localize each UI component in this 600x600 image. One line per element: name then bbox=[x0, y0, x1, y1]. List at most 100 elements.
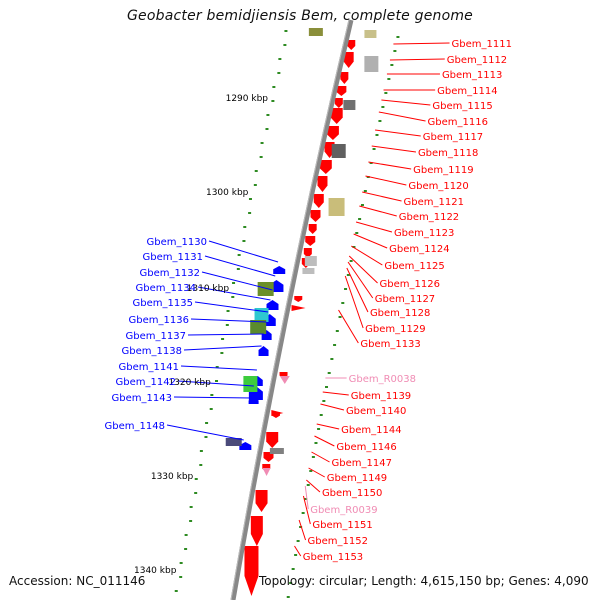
gene-label-left[interactable]: Gbem_1132 bbox=[140, 268, 200, 279]
gene-label-right[interactable]: Gbem_1113 bbox=[442, 70, 502, 81]
tick-dot bbox=[210, 394, 214, 396]
gene-label-right[interactable]: Gbem_1127 bbox=[375, 294, 435, 305]
gene-label-right[interactable]: Gbem_1151 bbox=[312, 520, 372, 531]
tick-dot bbox=[215, 380, 219, 382]
gene-label-right[interactable]: Gbem_1149 bbox=[327, 473, 387, 484]
label-leader-line bbox=[194, 301, 269, 313]
gene-label-left[interactable]: Gbem_1138 bbox=[122, 346, 182, 357]
tick-dot bbox=[306, 484, 310, 486]
feature-box bbox=[269, 448, 284, 454]
label-leader-line bbox=[197, 286, 271, 301]
tick-dot bbox=[309, 470, 313, 472]
tick-dot bbox=[284, 30, 288, 32]
gene-label-right[interactable]: Gbem_1146 bbox=[336, 442, 396, 453]
gene-label-left[interactable]: Gbem_1141 bbox=[119, 362, 179, 373]
feature-box bbox=[257, 282, 274, 296]
gene-label-left[interactable]: Gbem_1137 bbox=[126, 331, 186, 342]
tick-dot bbox=[248, 212, 252, 214]
gene-label-right[interactable]: Gbem_1121 bbox=[404, 197, 464, 208]
gene-label-left[interactable]: Gbem_1142 bbox=[116, 377, 176, 388]
gene-label-right[interactable]: Gbem_1114 bbox=[437, 86, 497, 97]
tick-dot bbox=[291, 568, 295, 570]
accession-text: Accession: NC_011146 bbox=[9, 574, 146, 588]
gene-label-right[interactable]: Gbem_1119 bbox=[413, 165, 473, 176]
gene-label-right[interactable]: Gbem_1126 bbox=[380, 279, 440, 290]
gene-label-right[interactable]: Gbem_1152 bbox=[308, 536, 368, 547]
reverse-gene-arrow bbox=[308, 224, 317, 234]
tick-dot bbox=[349, 260, 353, 262]
tick-dot bbox=[346, 274, 350, 276]
gene-label-left[interactable]: Gbem_1148 bbox=[105, 421, 165, 432]
reverse-gene-arrow bbox=[250, 516, 263, 546]
map-title: Geobacter bemidjiensis Bem, complete gen… bbox=[127, 8, 473, 24]
scale-labels: 1290 kbp 1300 kbp 1310 kbp 1320 kbp 1330 kbp… bbox=[134, 94, 268, 576]
rna-label-right[interactable]: Gbem_R0038 bbox=[349, 374, 416, 385]
gene-label-right[interactable]: Gbem_1112 bbox=[447, 55, 507, 66]
gene-label-left[interactable]: Gbem_1136 bbox=[129, 315, 189, 326]
gene-label-left[interactable]: Gbem_1135 bbox=[133, 298, 193, 309]
tick-dot bbox=[278, 58, 282, 60]
label-leader-line bbox=[347, 261, 374, 299]
label-leader-line bbox=[344, 275, 364, 329]
tick-dot bbox=[226, 310, 230, 312]
tick-dot bbox=[254, 170, 258, 172]
label-leader-line bbox=[348, 255, 378, 284]
tick-dot bbox=[242, 240, 246, 242]
label-leader-line bbox=[304, 485, 309, 510]
forward-gene-arrow bbox=[248, 398, 259, 404]
label-leaders bbox=[166, 42, 450, 557]
forward-gene-arrow bbox=[273, 266, 286, 274]
gene-label-left[interactable]: Gbem_1134 bbox=[136, 283, 196, 294]
reverse-gene-arrow bbox=[336, 86, 347, 96]
gene-label-right[interactable]: Gbem_1129 bbox=[365, 324, 425, 335]
label-leader-line bbox=[298, 519, 307, 541]
gene-label-right[interactable]: Gbem_1139 bbox=[351, 391, 411, 402]
gene-label-right[interactable]: Gbem_1116 bbox=[428, 117, 488, 128]
tick-dot bbox=[299, 526, 303, 528]
tick-dot bbox=[204, 436, 208, 438]
gene-label-right[interactable]: Gbem_1120 bbox=[408, 181, 468, 192]
tick-dot bbox=[384, 92, 388, 94]
label-leader-line bbox=[350, 245, 383, 266]
gene-label-right[interactable]: Gbem_1111 bbox=[452, 39, 512, 50]
rna-label-right[interactable]: Gbem_R0039 bbox=[310, 505, 377, 516]
gene-label-right[interactable]: Gbem_1147 bbox=[332, 458, 392, 469]
label-leader-line bbox=[201, 271, 273, 291]
tick-dot bbox=[325, 386, 329, 388]
label-leader-line bbox=[173, 396, 252, 399]
reverse-gene-arrow bbox=[319, 160, 332, 174]
tick-dot bbox=[327, 372, 331, 374]
label-leader-line bbox=[166, 424, 244, 441]
gene-label-right[interactable]: Gbem_1153 bbox=[303, 552, 363, 563]
reverse-gene-arrow bbox=[294, 296, 303, 302]
reverse-gene-arrow bbox=[291, 305, 306, 311]
feature-box bbox=[250, 320, 267, 334]
forward-gene-arrow bbox=[239, 442, 252, 450]
gene-label-right[interactable]: Gbem_1133 bbox=[360, 339, 420, 350]
gene-label-left[interactable]: Gbem_1130 bbox=[147, 237, 207, 248]
gene-label-right[interactable]: Gbem_1128 bbox=[370, 308, 430, 319]
genome-backbone bbox=[230, 19, 354, 600]
gene-label-right[interactable]: Gbem_1118 bbox=[418, 148, 478, 159]
gene-label-right[interactable]: Gbem_1125 bbox=[384, 261, 444, 272]
gene-label-right[interactable]: Gbem_1144 bbox=[341, 425, 401, 436]
gene-label-right[interactable]: Gbem_1123 bbox=[394, 228, 454, 239]
tick-dot bbox=[301, 512, 305, 514]
scale-label: 1310 kbp bbox=[187, 284, 230, 294]
tick-dot bbox=[322, 400, 326, 402]
gene-label-right[interactable]: Gbem_1150 bbox=[322, 488, 382, 499]
gene-label-left[interactable]: Gbem_1131 bbox=[143, 252, 203, 263]
rna-gene-arrow bbox=[262, 468, 271, 476]
gene-label-right[interactable]: Gbem_1124 bbox=[389, 244, 449, 255]
label-leader-line bbox=[180, 365, 257, 371]
gene-label-right[interactable]: Gbem_1140 bbox=[346, 406, 406, 417]
gene-label-right[interactable]: Gbem_1122 bbox=[399, 212, 459, 223]
gene-label-right[interactable]: Gbem_1117 bbox=[423, 132, 483, 143]
label-leader-line bbox=[346, 267, 369, 313]
reverse-gene-arrow bbox=[343, 52, 354, 68]
feature-box bbox=[328, 198, 345, 216]
gene-label-left[interactable]: Gbem_1143 bbox=[112, 393, 172, 404]
gene-label-right[interactable]: Gbem_1115 bbox=[432, 101, 492, 112]
tick-dot bbox=[179, 576, 183, 578]
forward-gene-arrow bbox=[258, 346, 269, 356]
